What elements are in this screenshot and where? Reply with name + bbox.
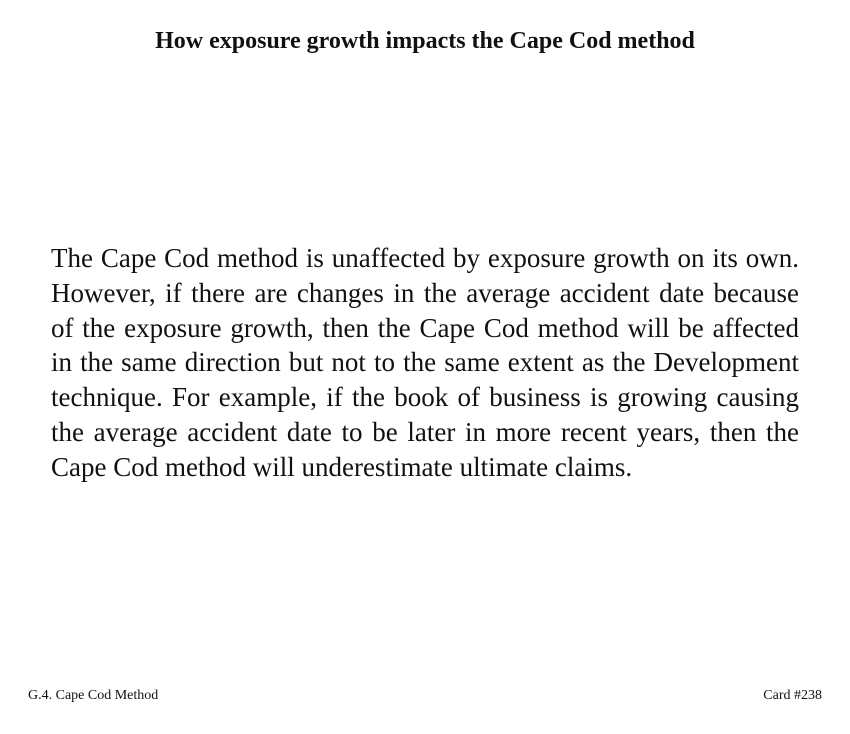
section-label: G.4. Cape Cod Method xyxy=(28,688,159,703)
card-body-text: The Cape Cod method is unaffected by exp… xyxy=(51,243,799,482)
card-title: How exposure growth impacts the Cape Cod… xyxy=(155,28,695,54)
card-number: Card #238 xyxy=(763,688,822,703)
